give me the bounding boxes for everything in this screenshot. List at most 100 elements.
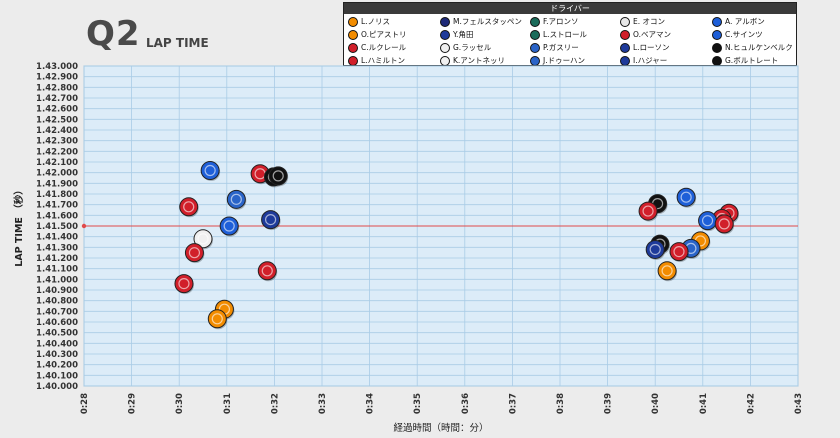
data-point: [250, 164, 270, 184]
legend-label: G.ボルトレート: [725, 56, 779, 65]
legend-item: L.ノリス: [348, 16, 390, 27]
data-point: [179, 197, 199, 217]
x-tick-label: 0:40: [651, 393, 661, 414]
data-point-emblem: [651, 198, 664, 210]
driver-icon: [620, 55, 630, 66]
driver-icon: [348, 16, 358, 27]
legend-label: P.ガスリー: [543, 43, 579, 52]
reference-marker: [81, 223, 87, 229]
x-tick-label: 0:37: [508, 393, 518, 414]
y-tick-label: 1.40.900: [36, 286, 78, 296]
data-point: [263, 167, 283, 187]
data-point-emblem: [673, 246, 685, 258]
y-tick-label: 1.42.600: [36, 105, 78, 115]
legend-label: C.ルクレール: [361, 43, 407, 52]
data-point: [638, 201, 658, 221]
legend-item: K.アントネッリ: [440, 55, 505, 66]
legend-label: M.フェルスタッペン: [453, 17, 522, 26]
legend-label: L.ノリス: [361, 17, 391, 26]
data-point-emblem: [197, 233, 209, 245]
y-tick-label: 1.40.700: [36, 307, 78, 317]
y-tick-label: 1.40.600: [36, 318, 78, 328]
data-point-emblem: [178, 278, 190, 290]
data-point-emblem: [685, 242, 697, 254]
driver-icon: [712, 29, 722, 40]
data-point-emblem: [211, 313, 223, 325]
data-point-shadow: [713, 211, 732, 230]
y-tick-label: 1.41.800: [36, 190, 78, 200]
y-tick-label: 1.40.400: [36, 339, 78, 349]
data-point: [200, 161, 220, 181]
data-point: [214, 299, 234, 319]
y-tick-label: 1.40.500: [36, 329, 78, 339]
y-tick-label: 1.40.100: [36, 371, 78, 381]
driver-icon: [530, 16, 540, 27]
y-tick-label: 1.40.300: [36, 350, 78, 360]
legend-item: L.ハミルトン: [348, 55, 405, 66]
legend-item: O.ピアストリ: [348, 29, 406, 40]
data-point-shadow: [175, 276, 194, 295]
legend-label: Y.角田: [453, 30, 474, 39]
legend-item: I.ハジャー: [620, 55, 667, 66]
driver-icon: [530, 29, 540, 40]
data-point-shadow: [716, 216, 735, 235]
data-point-emblem: [718, 218, 730, 230]
driver-icon: [348, 42, 358, 53]
legend-label: O.ベアマン: [633, 30, 671, 39]
data-point: [719, 203, 739, 223]
data-point-shadow: [651, 236, 670, 255]
data-point-shadow: [195, 231, 213, 250]
legend-label: L.ハミルトン: [361, 56, 406, 65]
legend-label: O.ピアストリ: [361, 30, 407, 39]
legend-item: C.サインツ: [712, 29, 763, 40]
x-tick-label: 0:41: [699, 393, 709, 414]
data-point: [650, 234, 670, 254]
driver-icon: [440, 55, 450, 66]
data-point-emblem: [204, 164, 216, 177]
y-tick-label: 1.42.200: [36, 147, 78, 157]
data-point: [226, 189, 246, 209]
data-point-emblem: [649, 243, 661, 256]
legend-label: I.ハジャー: [633, 56, 668, 65]
data-point: [648, 194, 668, 214]
y-tick-label: 1.40.200: [36, 361, 78, 371]
data-point-shadow: [265, 169, 284, 188]
x-tick-label: 0:31: [223, 393, 233, 414]
data-point-shadow: [221, 218, 240, 237]
x-tick-label: 0:36: [461, 393, 471, 414]
x-tick-label: 0:30: [175, 393, 185, 414]
driver-icon: [348, 55, 358, 66]
data-point: [690, 231, 710, 251]
data-point-shadow: [186, 245, 205, 264]
legend-label: L.ローソン: [633, 43, 670, 52]
data-point-shadow: [180, 199, 199, 218]
y-tick-label: 1.40.800: [36, 297, 78, 307]
x-axis-label: 経過時間（時間：分）: [393, 422, 488, 434]
data-point-emblem: [230, 193, 242, 205]
data-point-shadow: [228, 191, 247, 210]
x-tick-label: 0:39: [604, 393, 614, 414]
data-point-shadow: [640, 203, 659, 222]
y-tick-label: 1.41.700: [36, 201, 78, 211]
data-point-shadow: [252, 166, 271, 185]
x-tick-label: 0:35: [413, 393, 423, 414]
data-point: [207, 309, 227, 329]
data-point-emblem: [723, 207, 735, 219]
legend-item: L.ローソン: [620, 42, 670, 53]
legend-item: P.ガスリー: [530, 42, 579, 53]
y-axis-label: LAP TIME （秒）: [13, 185, 25, 266]
data-point: [676, 187, 696, 207]
driver-icon: [712, 42, 722, 53]
data-point-emblem: [654, 238, 666, 250]
x-tick-label: 0:38: [556, 393, 566, 414]
driver-icon: [620, 29, 630, 40]
driver-icon: [712, 16, 722, 27]
y-tick-label: 1.42.000: [36, 169, 78, 179]
data-point-shadow: [270, 168, 289, 187]
driver-icon: [440, 42, 450, 53]
data-point: [261, 210, 281, 230]
legend-item: G.ボルトレート: [712, 55, 778, 66]
x-tick-label: 0:42: [746, 393, 756, 414]
legend-label: N.ヒュルケンベルク: [725, 43, 793, 52]
data-point-emblem: [264, 214, 277, 226]
